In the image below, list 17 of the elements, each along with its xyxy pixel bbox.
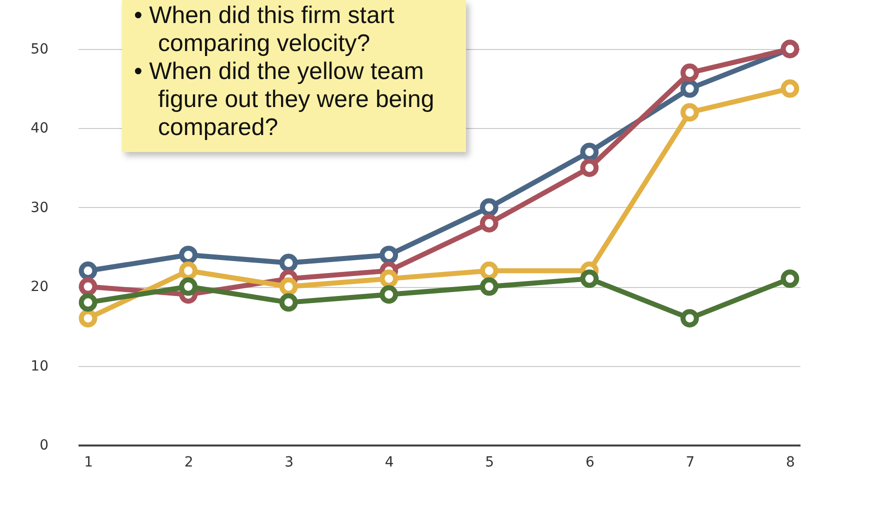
y-tick-label: 40 [30, 120, 48, 137]
y-tick-label: 30 [30, 200, 48, 216]
x-tick-label: 7 [686, 454, 695, 470]
x-tick-label: 6 [585, 454, 594, 470]
x-tick-label: 8 [786, 454, 795, 470]
x-tick-label: 1 [84, 454, 93, 470]
y-tick-label: 10 [30, 358, 48, 374]
y-tick-label: 0 [40, 438, 48, 454]
y-tick-label: 20 [30, 279, 48, 296]
sticky-note: • When did this firm start comparing velocity? • When did the yellow team figure out they were being compared? [122, 0, 466, 152]
x-tick-label: 2 [184, 454, 194, 470]
y-tick-label: 50 [30, 42, 48, 58]
x-tick-label: 3 [284, 454, 294, 470]
x-tick-label: 4 [384, 454, 394, 470]
x-tick-label: 5 [485, 454, 494, 470]
annotation: • When did this firm start comparing velocity? [134, 2, 396, 58]
annotation: • When did the yellow team figure out they were being compared? [134, 58, 436, 142]
